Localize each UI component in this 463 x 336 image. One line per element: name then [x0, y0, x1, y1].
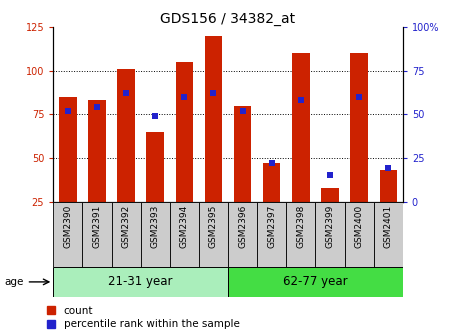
Point	[64, 108, 71, 114]
Point	[93, 104, 100, 110]
Bar	[199, 202, 228, 267]
Bar	[112, 202, 141, 267]
Bar	[315, 202, 344, 267]
Bar	[257, 202, 286, 267]
Bar	[234, 106, 251, 202]
Point	[181, 94, 188, 99]
Bar	[350, 53, 368, 202]
Text: GSM2392: GSM2392	[122, 205, 131, 248]
Point	[297, 97, 305, 103]
Text: GSM2391: GSM2391	[93, 205, 101, 248]
Text: GSM2401: GSM2401	[384, 205, 393, 248]
Bar	[59, 97, 76, 202]
Bar	[228, 267, 403, 297]
Text: 62-77 year: 62-77 year	[283, 276, 348, 288]
Text: GSM2400: GSM2400	[355, 205, 363, 248]
Text: GSM2394: GSM2394	[180, 205, 189, 248]
Title: GDS156 / 34382_at: GDS156 / 34382_at	[161, 12, 295, 26]
Point	[122, 91, 130, 96]
Bar	[146, 132, 164, 202]
Text: GSM2398: GSM2398	[296, 205, 306, 248]
Point	[239, 108, 246, 114]
Text: GSM2390: GSM2390	[63, 205, 72, 248]
Text: GSM2397: GSM2397	[267, 205, 276, 248]
Point	[326, 173, 334, 178]
Bar	[88, 100, 106, 202]
Bar	[205, 36, 222, 202]
Bar	[175, 62, 193, 202]
Bar	[53, 267, 228, 297]
Legend: count, percentile rank within the sample: count, percentile rank within the sample	[43, 302, 244, 333]
Bar	[286, 202, 315, 267]
Bar	[344, 202, 374, 267]
Bar	[380, 170, 397, 202]
Text: GSM2396: GSM2396	[238, 205, 247, 248]
Bar	[374, 202, 403, 267]
Text: GSM2393: GSM2393	[150, 205, 160, 248]
Point	[356, 94, 363, 99]
Text: 21-31 year: 21-31 year	[108, 276, 173, 288]
Bar	[117, 69, 135, 202]
Text: GSM2395: GSM2395	[209, 205, 218, 248]
Point	[151, 113, 159, 119]
Bar	[53, 202, 82, 267]
Bar	[141, 202, 170, 267]
Text: age: age	[5, 277, 24, 287]
Bar	[263, 163, 281, 202]
Bar	[292, 53, 310, 202]
Bar	[82, 202, 112, 267]
Bar	[321, 187, 339, 202]
Text: GSM2399: GSM2399	[325, 205, 334, 248]
Point	[268, 161, 275, 166]
Bar	[228, 202, 257, 267]
Bar	[170, 202, 199, 267]
Point	[210, 91, 217, 96]
Point	[385, 166, 392, 171]
